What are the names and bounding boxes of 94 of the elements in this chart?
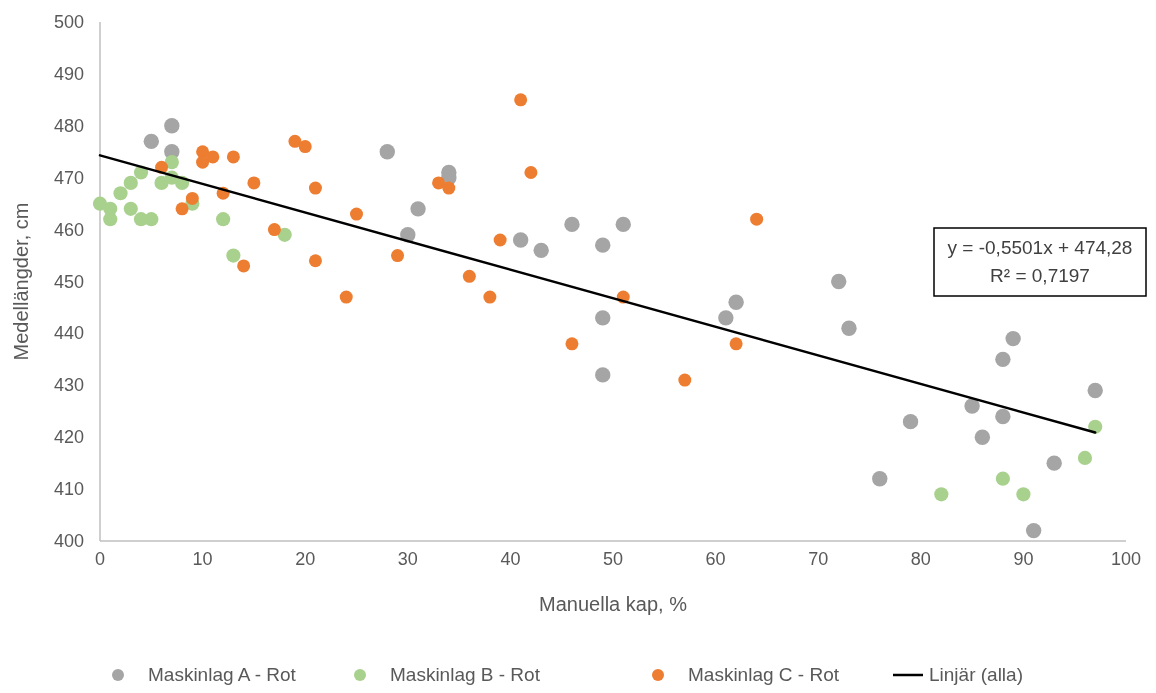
point bbox=[164, 155, 179, 170]
legend-label: Maskinlag C - Rot bbox=[688, 664, 840, 685]
x-tick-label: 40 bbox=[500, 549, 521, 569]
y-tick-label: 400 bbox=[53, 531, 84, 551]
point bbox=[964, 398, 980, 414]
point bbox=[277, 227, 292, 242]
point bbox=[995, 471, 1010, 486]
point bbox=[524, 166, 538, 180]
y-tick-label: 410 bbox=[53, 479, 84, 500]
point bbox=[123, 175, 138, 190]
point bbox=[750, 212, 764, 226]
point bbox=[615, 216, 631, 233]
point bbox=[432, 176, 446, 190]
point bbox=[934, 487, 949, 502]
point bbox=[442, 181, 456, 195]
y-tick-label: 490 bbox=[53, 63, 84, 84]
point bbox=[308, 181, 322, 195]
point bbox=[113, 186, 128, 201]
point bbox=[247, 176, 261, 190]
point bbox=[410, 201, 426, 217]
x-tick-label: 100 bbox=[1110, 549, 1142, 569]
point bbox=[350, 207, 363, 221]
point bbox=[728, 294, 744, 310]
point bbox=[339, 290, 353, 304]
point bbox=[196, 155, 210, 169]
point bbox=[493, 233, 507, 247]
y-tick-label: 430 bbox=[53, 375, 84, 396]
point bbox=[144, 212, 159, 227]
x-axis-title: Manuella kap, % bbox=[539, 593, 688, 615]
point bbox=[533, 242, 549, 259]
legend-label: Maskinlag B - Rot bbox=[390, 664, 541, 685]
point bbox=[1077, 450, 1093, 466]
point bbox=[564, 216, 580, 233]
point bbox=[595, 367, 611, 383]
legend-label: Linjär (alla) bbox=[929, 664, 1023, 685]
point bbox=[143, 133, 159, 150]
point bbox=[1025, 522, 1042, 539]
point bbox=[1005, 330, 1021, 347]
point bbox=[841, 320, 857, 336]
y-tick-label: 500 bbox=[53, 12, 84, 32]
point bbox=[226, 248, 241, 263]
point bbox=[514, 93, 528, 107]
x-tick-label: 90 bbox=[1013, 549, 1034, 569]
point bbox=[595, 237, 611, 253]
point bbox=[226, 150, 240, 164]
point bbox=[1046, 455, 1062, 471]
point bbox=[185, 191, 199, 205]
point bbox=[1016, 487, 1031, 502]
annotation: y = -0,5501x + 474,28 bbox=[947, 237, 1133, 258]
x-tick-label: 60 bbox=[705, 549, 726, 569]
point bbox=[678, 373, 692, 387]
point bbox=[831, 273, 847, 290]
point bbox=[308, 254, 322, 268]
x-tick-label: 10 bbox=[192, 549, 213, 569]
point bbox=[902, 413, 919, 430]
x-tick-label: 0 bbox=[94, 549, 106, 569]
point bbox=[288, 134, 302, 148]
point bbox=[462, 269, 476, 283]
point bbox=[729, 337, 743, 351]
point bbox=[595, 310, 611, 326]
point bbox=[872, 471, 888, 487]
point bbox=[995, 351, 1011, 368]
x-tick-label: 80 bbox=[910, 549, 931, 569]
point bbox=[123, 201, 138, 216]
point bbox=[175, 202, 189, 216]
x-tick-label: 20 bbox=[295, 549, 316, 569]
point bbox=[298, 140, 312, 154]
y-tick-label: 440 bbox=[53, 323, 84, 344]
x-tick-label: 50 bbox=[602, 549, 624, 569]
point bbox=[974, 429, 991, 445]
point bbox=[483, 290, 497, 304]
x-tick-label: 30 bbox=[397, 549, 418, 569]
y-tick-label: 460 bbox=[53, 219, 84, 240]
point bbox=[267, 223, 281, 237]
point bbox=[565, 337, 579, 351]
x-tick-label: 70 bbox=[808, 549, 829, 569]
point bbox=[379, 144, 395, 160]
point bbox=[206, 150, 220, 164]
point bbox=[718, 310, 734, 326]
y-tick-label: 420 bbox=[53, 427, 84, 448]
point bbox=[995, 408, 1011, 425]
point bbox=[391, 249, 405, 263]
point bbox=[103, 212, 118, 227]
y-axis-title: Medellängder, cm bbox=[10, 202, 32, 361]
point bbox=[1087, 382, 1103, 399]
annotation: R² = 0,7197 bbox=[990, 265, 1090, 286]
legend-label: Maskinlag A - Rot bbox=[148, 664, 297, 685]
point bbox=[164, 118, 180, 134]
point bbox=[237, 259, 251, 273]
y-tick-label: 480 bbox=[53, 115, 84, 136]
point bbox=[216, 212, 231, 227]
point bbox=[512, 232, 529, 248]
y-tick-label: 470 bbox=[53, 167, 84, 188]
y-tick-label: 450 bbox=[53, 271, 84, 292]
